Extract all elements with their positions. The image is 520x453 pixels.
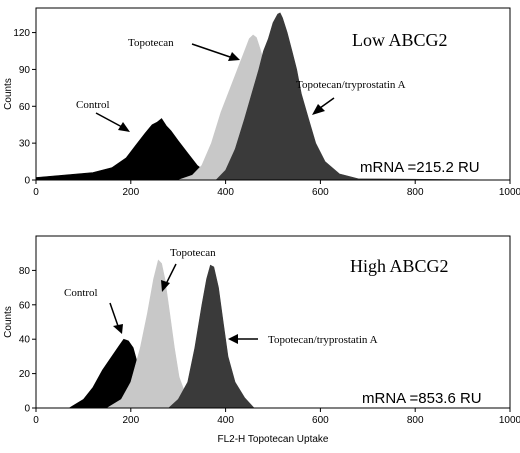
panel-low-abcg2: 0 200 400 600 800 1000 0 30 60 90 120 Counts Low A… (3, 7, 520, 198)
x-tick-label: 200 (122, 187, 139, 198)
control-label: Control (76, 99, 110, 111)
y-tick-label: 0 (24, 404, 30, 415)
combo-label: Topotecan/tryprostatin A (268, 334, 378, 346)
x-tick-label: 800 (407, 187, 424, 198)
combo-label: Topotecan/tryprostatin A (296, 79, 406, 91)
panel-title: High ABCG2 (350, 256, 449, 276)
x-tick-label: 1000 (499, 415, 520, 426)
series-layer (68, 259, 510, 409)
y-tick-label: 60 (19, 102, 31, 113)
control-arrow (95, 112, 130, 132)
panel-title: Low ABCG2 (352, 30, 448, 50)
series-area-2 (215, 12, 511, 181)
y-tick-label: 20 (19, 369, 31, 380)
x-tick-label: 200 (122, 415, 139, 426)
plot-frame (35, 7, 511, 181)
x-tick-label: 0 (33, 415, 39, 426)
x-tick-label: 400 (217, 415, 234, 426)
control-arrow (109, 302, 123, 334)
x-tick-label: 800 (407, 415, 424, 426)
y-tick-label: 120 (13, 28, 30, 39)
y-tick-label: 60 (19, 300, 31, 311)
y-axis-label: Counts (3, 78, 14, 110)
plot-frame (35, 235, 511, 409)
x-tick-label: 400 (217, 187, 234, 198)
combo-arrow (312, 97, 335, 115)
mrna-annotation: mRNA =215.2 RU (360, 159, 480, 176)
series-layer (35, 12, 511, 181)
y-tick-label: 90 (19, 65, 31, 76)
series-area-2 (167, 264, 510, 409)
topotecan-arrow (161, 263, 177, 292)
x-tick-label: 1000 (499, 187, 520, 198)
x-tick-label: 600 (312, 415, 329, 426)
y-tick-label: 40 (19, 335, 31, 346)
combo-arrow (228, 334, 258, 344)
mrna-annotation: mRNA =853.6 RU (362, 390, 482, 407)
y-tick-label: 80 (19, 266, 31, 277)
control-label: Control (64, 287, 98, 299)
panel-high-abcg2: 0 200 400 600 800 1000 0 20 40 60 80 Counts FL2-H … (3, 235, 520, 445)
topotecan-arrow (191, 43, 240, 61)
x-tick-label: 0 (33, 187, 39, 198)
y-tick-label: 30 (19, 139, 31, 150)
y-tick-label: 0 (24, 176, 30, 187)
y-axis-label: Counts (3, 306, 14, 338)
x-tick-label: 600 (312, 187, 329, 198)
topotecan-label: Topotecan (128, 37, 174, 49)
topotecan-label: Topotecan (170, 247, 216, 259)
x-axis-label: FL2-H Topotecan Uptake (218, 434, 329, 445)
axes-layer: 0 200 400 600 800 1000 0 20 40 60 80 (19, 266, 520, 426)
axes-layer: 0 200 400 600 800 1000 0 30 60 90 120 (13, 28, 520, 198)
